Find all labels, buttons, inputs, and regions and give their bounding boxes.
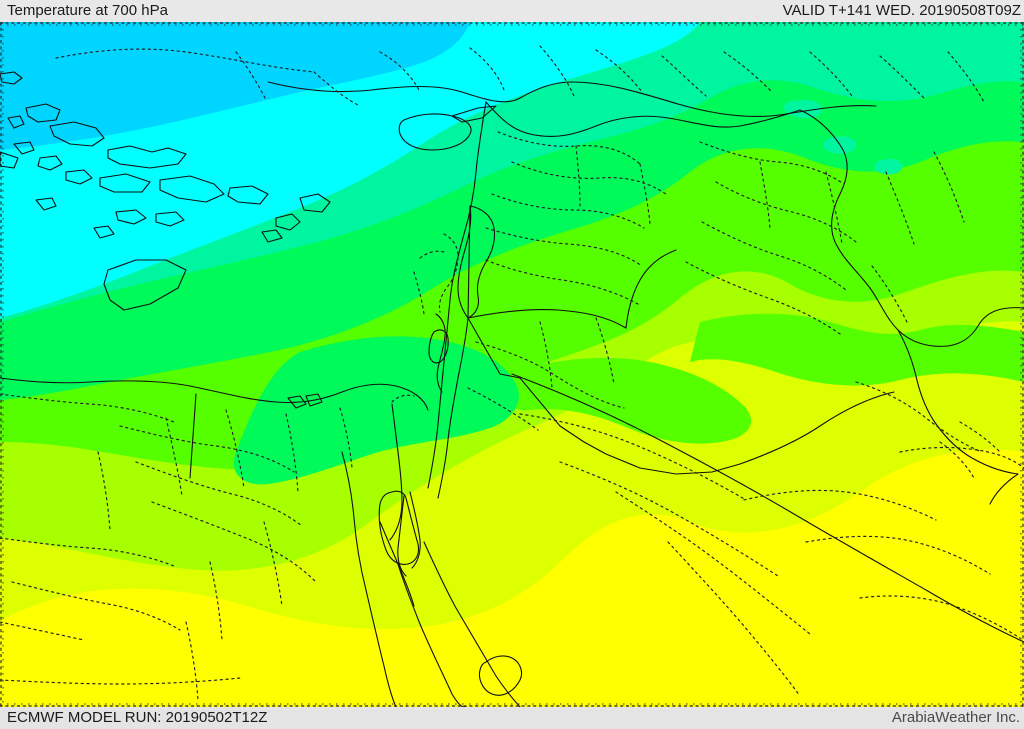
forecast-map[interactable] xyxy=(0,22,1024,707)
map-coastlines xyxy=(0,71,1024,707)
footer-bar: ECMWF MODEL RUN: 20190502T12Z ArabiaWeat… xyxy=(0,707,1024,729)
cool-patches-ne xyxy=(773,31,980,175)
cool-finger-iraq xyxy=(690,313,1024,386)
map-internal-borders xyxy=(0,22,1024,707)
valid-time-label: VALID T+141 WED. 20190508T09Z xyxy=(782,2,1021,19)
temp-band-deep-cyan xyxy=(0,22,470,150)
header-bar: Temperature at 700 hPa VALID T+141 WED. … xyxy=(0,0,1024,22)
map-canvas[interactable] xyxy=(0,22,1024,707)
green-delta-zone xyxy=(233,336,519,485)
model-run-label: ECMWF MODEL RUN: 20190502T12Z xyxy=(7,709,268,726)
page-title: Temperature at 700 hPa xyxy=(7,2,168,19)
attribution-label: ArabiaWeather Inc. xyxy=(891,709,1020,726)
green-blob-jordan xyxy=(504,357,752,444)
map-graticule xyxy=(0,22,1024,707)
